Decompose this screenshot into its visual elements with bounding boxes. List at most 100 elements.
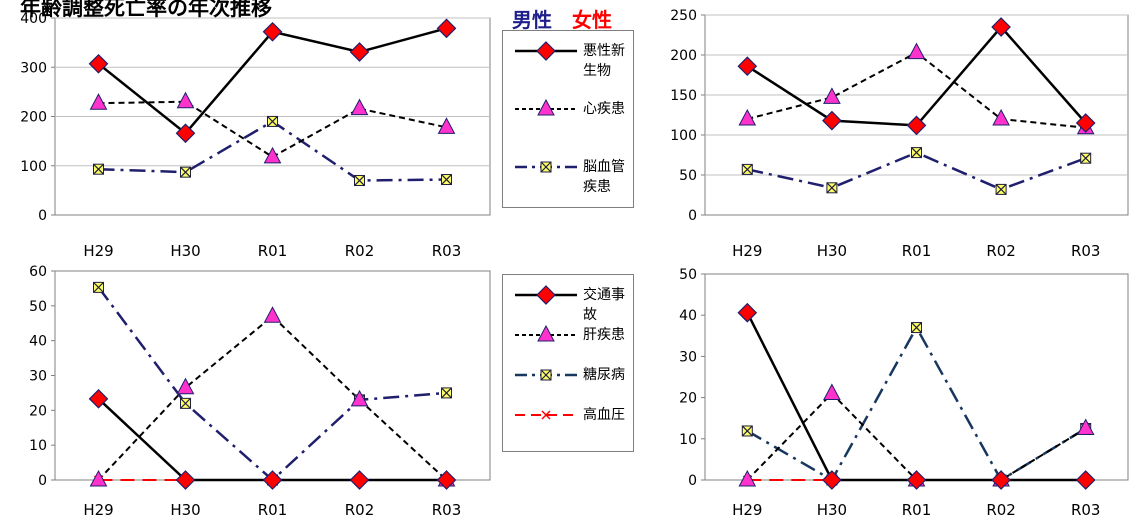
y-tick-label: 50 — [679, 168, 697, 184]
series-markers — [737, 17, 1096, 136]
y-tick-label: 200 — [670, 48, 697, 64]
x-tick-label: H29 — [732, 242, 762, 260]
data-point — [907, 42, 926, 60]
x-tick-label: H29 — [83, 501, 113, 519]
data-point — [175, 123, 196, 144]
plot-area — [704, 273, 1129, 481]
legend-item: 高血圧 — [503, 405, 633, 445]
legend-bottom: 交通事故肝疾患糖尿病高血圧 — [502, 274, 634, 452]
legend-marker — [537, 99, 555, 116]
data-point — [1075, 470, 1096, 490]
data-point — [180, 397, 191, 409]
data-point — [350, 98, 369, 116]
data-point — [823, 383, 841, 400]
y-tick-label: 20 — [29, 403, 47, 419]
data-point — [822, 470, 842, 490]
data-point — [437, 117, 456, 134]
data-point — [737, 302, 758, 323]
data-point — [88, 388, 109, 409]
legend-label: 脳血管疾患 — [583, 159, 625, 195]
x-tick-label: R03 — [432, 501, 462, 519]
chart-female-minor: 0 10 20 30 40 50 H29 H30 R01 R02 R03 — [679, 267, 1129, 519]
series-markers — [737, 302, 1096, 490]
data-point — [354, 175, 365, 187]
series-markers — [93, 115, 452, 187]
x-tick-label: R01 — [902, 501, 932, 519]
data-point — [176, 91, 195, 109]
y-tick-label: 300 — [20, 60, 47, 76]
y-tick-label: 0 — [688, 473, 697, 489]
female-label: 女性 — [572, 8, 612, 32]
series-markers — [88, 18, 457, 144]
y-tick-label: 100 — [20, 159, 47, 175]
legend-label: 肝疾患 — [583, 327, 625, 343]
legend-marker — [541, 410, 551, 420]
y-tick-label: 0 — [688, 208, 697, 224]
y-tick-label: 0 — [38, 473, 47, 489]
x-tick-label: H30 — [817, 501, 847, 519]
y-tick-label: 10 — [679, 432, 697, 448]
data-point — [349, 42, 370, 62]
legend-top: 悪性新生物 心疾患 脳血管疾患 — [502, 30, 634, 208]
data-point — [991, 17, 1011, 37]
legend-marker — [540, 369, 552, 381]
data-point — [991, 470, 1011, 490]
legend-item: 肝疾患 — [503, 325, 633, 365]
data-point — [89, 469, 108, 487]
x-tick-label: R03 — [432, 242, 462, 260]
data-point — [441, 387, 452, 399]
y-tick-label: 250 — [670, 8, 697, 24]
legend-swatch — [515, 285, 577, 305]
chart-male-major: 0 100 200 300 400 H29 H30 R01 R02 R03 — [20, 11, 491, 260]
data-point — [1080, 152, 1092, 164]
male-label: 男性 — [512, 8, 552, 32]
data-point — [906, 115, 927, 136]
y-tick-label: 40 — [679, 308, 697, 324]
y-tick-label: 150 — [670, 88, 697, 104]
data-point — [911, 322, 922, 334]
legend-swatch — [515, 369, 577, 381]
legend-swatch — [515, 99, 577, 116]
data-point — [89, 93, 108, 110]
y-tick-label: 200 — [20, 110, 47, 126]
data-point — [262, 470, 283, 490]
x-tick-label: R01 — [258, 242, 288, 260]
x-tick-label: R01 — [902, 242, 932, 260]
y-tick-label: 50 — [679, 267, 697, 283]
data-point — [1075, 113, 1096, 133]
chart-male-minor: 0 10 20 30 40 50 60 H29 H30 R01 R02 R03 — [29, 264, 491, 519]
legend-item: 脳血管疾患 — [503, 157, 633, 215]
legend-item: 糖尿病 — [503, 365, 633, 405]
x-tick-label: R02 — [986, 242, 1016, 260]
legend-item: 交通事故 — [503, 285, 633, 325]
legend-marker — [537, 325, 555, 342]
data-point — [826, 182, 838, 194]
legend-swatch — [515, 410, 577, 420]
y-tick-label: 60 — [29, 264, 47, 280]
x-tick-label: R02 — [345, 242, 375, 260]
y-tick-label: 10 — [29, 438, 47, 454]
y-tick-label: 100 — [670, 128, 697, 144]
data-point — [175, 470, 196, 490]
legend-label: 心疾患 — [583, 101, 625, 117]
legend-item: 心疾患 — [503, 99, 633, 157]
legend-label: 交通事故 — [583, 287, 625, 323]
data-point — [1076, 418, 1095, 435]
plot-area — [54, 270, 491, 481]
data-point — [741, 425, 753, 437]
y-tick-label: 20 — [679, 391, 697, 407]
x-tick-label: R01 — [258, 501, 288, 519]
legend-marker — [536, 285, 556, 305]
data-point — [737, 56, 758, 77]
data-point — [93, 281, 104, 293]
data-point — [823, 87, 841, 104]
data-point — [263, 146, 282, 164]
series-markers — [89, 91, 456, 164]
data-point — [911, 147, 922, 159]
x-tick-label: H30 — [817, 242, 847, 260]
data-point — [992, 108, 1010, 126]
legend-label: 高血圧 — [583, 407, 625, 423]
x-tick-label: R03 — [1071, 501, 1101, 519]
data-point — [267, 115, 278, 127]
